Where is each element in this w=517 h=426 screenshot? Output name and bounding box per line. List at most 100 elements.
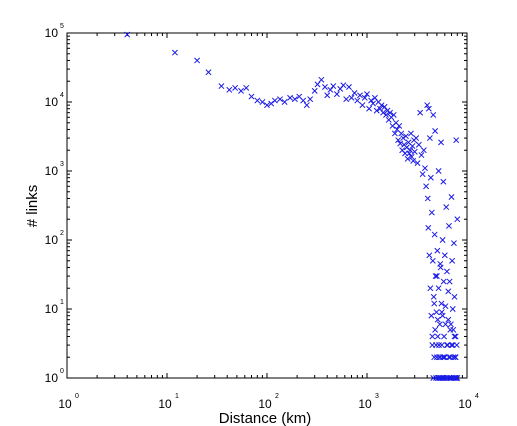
data-point [402,150,408,157]
data-point [432,128,439,134]
data-point [424,195,431,202]
data-point [418,152,425,159]
plot-frame [66,32,468,379]
data-point [425,224,432,231]
x-tick-exponent: 2 [275,393,279,400]
data-point [277,96,283,103]
data-point [364,91,370,98]
data-point [447,354,454,361]
data-point [307,96,314,103]
x-tick-label: 10 [258,397,272,411]
x-tick-exponent: 3 [375,393,379,400]
data-point [451,333,458,340]
data-point [430,111,437,118]
data-point [300,97,307,104]
data-point [254,97,261,104]
data-point [453,137,460,144]
y-tick-exponent: 5 [60,23,64,30]
x-tick-label: 10 [158,397,172,411]
data-point [409,143,416,149]
data-point [373,107,380,114]
data-point [348,94,355,101]
data-point [435,168,442,174]
data-point [427,285,434,292]
data-point [218,83,225,90]
data-point [446,354,452,361]
data-point [430,293,437,300]
data-point [431,354,438,361]
y-tick-label: 10 [45,371,59,385]
data-point [447,321,454,328]
data-point [454,216,461,223]
data-point [424,102,431,109]
data-point [361,94,368,101]
data-point [433,273,440,280]
data-point [434,247,441,254]
data-point [397,140,404,147]
data-point [264,102,270,109]
data-point [441,252,448,259]
data-point [268,100,275,107]
data-point [446,222,452,229]
data-point [446,375,453,381]
data-point [271,97,278,104]
y-tick-label: 10 [45,302,59,316]
y-axis-label: # links [24,185,41,228]
data-point [425,105,432,112]
data-point [451,293,458,300]
data-point [444,342,451,349]
data-point [452,375,459,381]
data-point [454,375,461,381]
data-point [442,321,449,328]
data-point [171,49,178,56]
x-tick-exponent: 0 [75,393,79,400]
data-point [387,109,393,116]
data-point [452,354,459,361]
data-point [440,178,447,185]
data-point [442,303,449,310]
data-point [422,165,428,172]
x-tick-exponent: 1 [175,393,179,400]
data-point [407,130,414,137]
data-point [446,278,453,285]
data-point [434,333,441,340]
data-point [438,342,445,349]
data-point [408,153,415,160]
data-point [443,204,450,211]
y-tick-exponent: 4 [60,92,64,99]
data-point [371,94,378,101]
data-point [450,240,457,247]
data-point [318,76,325,83]
data-point [226,86,233,93]
data-point [453,375,460,381]
x-tick-exponent: 4 [475,393,479,400]
data-point [452,333,459,340]
data-point [431,231,438,238]
data-point [333,91,340,98]
data-point [291,96,298,103]
data-point [441,333,448,340]
data-point [248,93,255,100]
data-point [438,139,444,146]
data-point [383,111,389,118]
data-point [414,160,421,167]
data-point [354,97,361,104]
data-point [449,306,456,312]
data-point [368,97,375,104]
data-point [433,309,440,316]
data-points [124,31,461,381]
data-point [437,260,444,267]
data-point [411,148,418,155]
data-point [438,300,445,307]
data-point [377,105,383,112]
data-point [427,174,434,181]
data-point [398,130,405,137]
data-point [351,90,358,96]
data-point [314,81,321,88]
data-point [420,147,427,154]
data-point [259,99,266,105]
y-tick-label: 10 [45,164,59,178]
data-point [413,135,420,142]
y-tick-exponent: 3 [60,161,64,168]
